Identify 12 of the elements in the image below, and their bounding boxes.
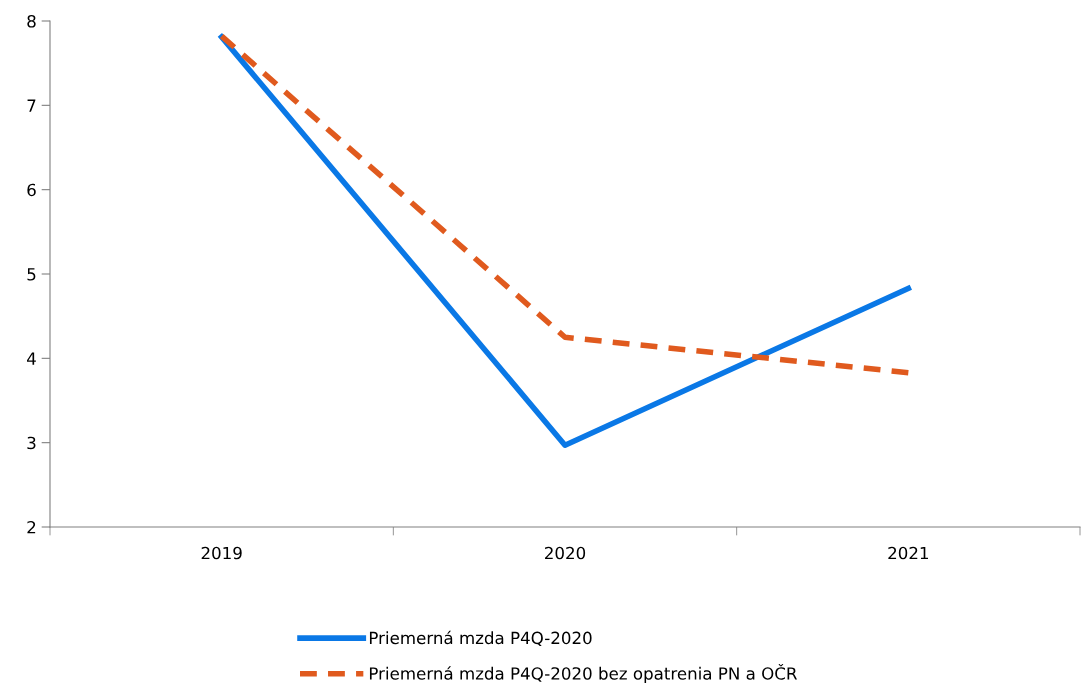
y-tick-label: 8	[27, 14, 36, 28]
y-tick-label: 4	[27, 352, 36, 365]
y-tick-label: 3	[27, 436, 36, 450]
y-tick-label: 5	[27, 268, 36, 281]
legend-label: Priemerná mzda P4Q-2020 bez opatrenia PN a OČR	[369, 664, 798, 683]
y-tick-label: 2	[27, 520, 36, 534]
y-tick-label: 6	[27, 183, 36, 197]
y-tick-label: 7	[27, 99, 36, 112]
legend-label: Priemerná mzda P4Q-2020	[369, 630, 592, 647]
x-tick-label: 2019	[201, 546, 242, 560]
x-tick-label: 2020	[545, 546, 586, 560]
x-tick-label: 2021	[888, 546, 928, 560]
